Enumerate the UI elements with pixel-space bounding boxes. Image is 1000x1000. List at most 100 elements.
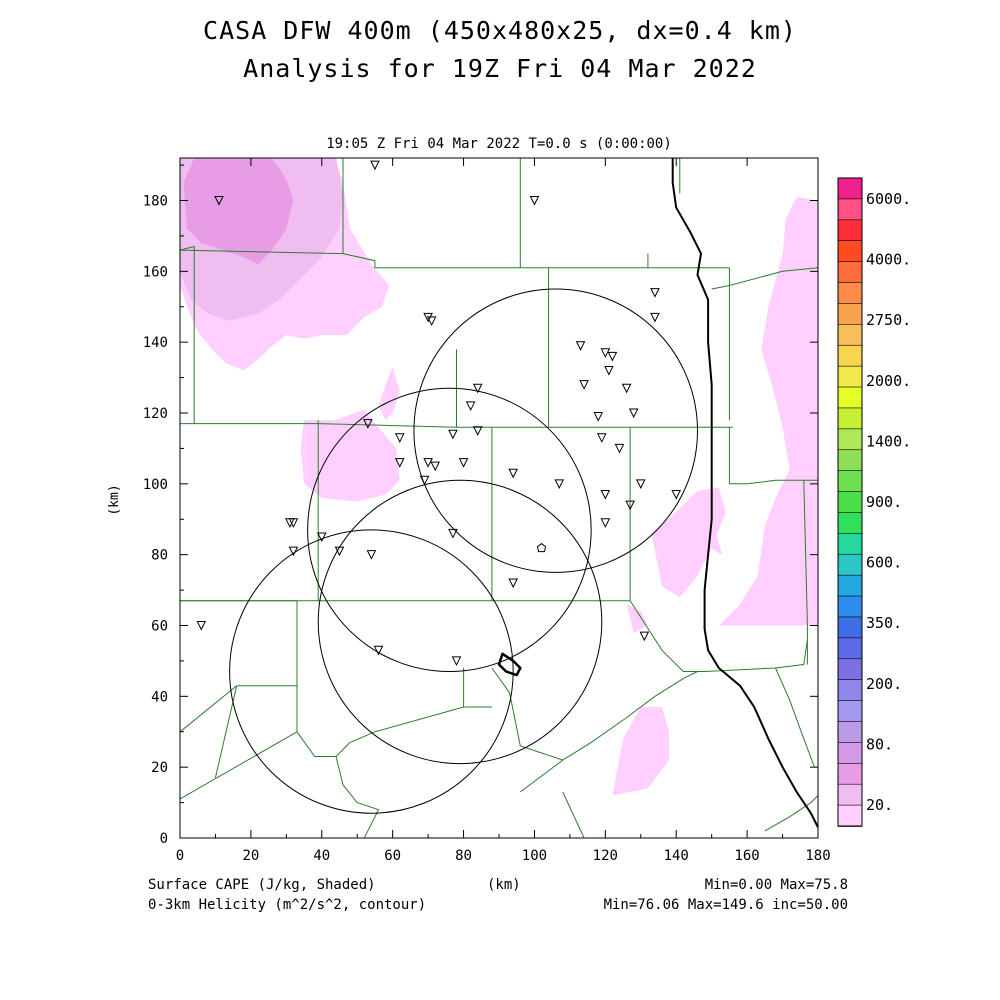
colorbar-swatch bbox=[837, 616, 863, 639]
colorbar-label: 6000. bbox=[866, 190, 911, 208]
station-marker bbox=[448, 429, 458, 440]
station-marker bbox=[472, 383, 483, 394]
cape-region bbox=[612, 707, 670, 796]
colorbar-swatch bbox=[837, 553, 863, 576]
colorbar-label: 4000. bbox=[866, 251, 911, 269]
county-line bbox=[180, 245, 195, 424]
county-line bbox=[296, 731, 351, 757]
radar-range-circle bbox=[317, 479, 603, 765]
colorbar-label: 200. bbox=[866, 675, 902, 693]
station-marker bbox=[373, 645, 384, 656]
station-marker bbox=[423, 458, 433, 468]
colorbar-label: 2000. bbox=[866, 372, 911, 390]
x-tick-label: 40 bbox=[313, 848, 330, 864]
cape-region bbox=[626, 604, 648, 633]
station-marker bbox=[419, 475, 430, 486]
station-marker bbox=[426, 316, 437, 327]
station-marker bbox=[288, 546, 299, 557]
station-marker bbox=[614, 443, 625, 454]
county-line bbox=[764, 795, 818, 832]
radar-range-circle bbox=[307, 387, 592, 673]
cape-shaded-layer bbox=[180, 158, 818, 796]
footer-cape-label: Surface CAPE (J/kg, Shaded) bbox=[148, 877, 376, 893]
county-line bbox=[728, 427, 818, 485]
colorbar-swatch bbox=[837, 491, 863, 514]
colorbar-swatch bbox=[837, 407, 863, 430]
x-tick-label: 20 bbox=[242, 848, 259, 864]
county-line bbox=[180, 249, 730, 269]
county-line bbox=[349, 706, 492, 743]
axes: 0 20 40 60 80 100 120 140 160 180 0 20 40 60 80 100 120 1… bbox=[143, 158, 831, 864]
station-marker bbox=[671, 489, 682, 500]
station-marker bbox=[625, 500, 635, 511]
x-tick-label: 120 bbox=[593, 848, 618, 864]
colorbar-label: 1400. bbox=[866, 432, 911, 450]
y-tick-label: 60 bbox=[151, 619, 168, 635]
colorbar-swatch bbox=[837, 198, 863, 221]
colorbar: 6000. 4000. 2750. 2000. 1400. 900. 600. 350. 200… bbox=[837, 177, 911, 827]
colorbar-swatch bbox=[837, 721, 863, 744]
x-tick-label: 180 bbox=[805, 848, 830, 864]
station-marker bbox=[604, 366, 614, 376]
colorbar-swatch bbox=[837, 574, 863, 597]
cape-region bbox=[651, 487, 726, 598]
cape-region bbox=[718, 197, 818, 626]
station-marker bbox=[508, 468, 518, 479]
radar-site-marker bbox=[536, 542, 547, 553]
colorbar-swatch bbox=[837, 282, 863, 305]
station-marker bbox=[334, 546, 345, 557]
x-tick-label: 140 bbox=[664, 848, 689, 864]
x-tick-label: 160 bbox=[734, 848, 759, 864]
station-marker bbox=[363, 419, 373, 429]
colorbar-swatch bbox=[837, 324, 863, 347]
colorbar-label: 350. bbox=[866, 614, 902, 632]
county-line bbox=[711, 267, 818, 290]
station-marker bbox=[554, 479, 565, 489]
x-tick-label: 80 bbox=[455, 848, 472, 864]
state-border-line bbox=[671, 158, 818, 828]
colorbar-swatch bbox=[837, 512, 863, 535]
colorbar-swatch bbox=[837, 742, 863, 765]
footer-helicity-range: Min=76.06 Max=149.6 inc=50.00 bbox=[603, 897, 848, 913]
colorbar-swatch bbox=[837, 762, 863, 785]
colorbar-swatch bbox=[837, 386, 863, 409]
y-tick-label: 120 bbox=[143, 406, 168, 422]
station-marker bbox=[458, 458, 469, 468]
county-line bbox=[803, 480, 808, 665]
station-marker bbox=[472, 426, 483, 436]
colorbar-swatch bbox=[837, 428, 863, 451]
station-marker bbox=[366, 550, 377, 560]
station-marker bbox=[600, 348, 611, 358]
x-tick-label: 100 bbox=[522, 848, 547, 864]
colorbar-swatch bbox=[837, 700, 863, 723]
station-marker bbox=[370, 160, 380, 171]
station-marker bbox=[579, 380, 589, 390]
station-marker bbox=[430, 461, 441, 472]
county-line bbox=[180, 423, 733, 428]
cape-region bbox=[183, 158, 294, 265]
colorbar-swatch bbox=[837, 637, 863, 660]
colorbar-swatch bbox=[837, 804, 863, 827]
helicity-contour bbox=[497, 652, 522, 677]
station-marker bbox=[596, 433, 607, 443]
helicity-contours bbox=[229, 288, 698, 814]
y-tick-label: 40 bbox=[151, 689, 168, 705]
colorbar-swatch bbox=[837, 177, 863, 200]
x-tick-label: 60 bbox=[384, 848, 401, 864]
colorbar-swatch bbox=[837, 303, 863, 326]
county-line bbox=[491, 667, 698, 761]
station-marker bbox=[214, 196, 224, 206]
station-marker bbox=[621, 383, 632, 394]
colorbar-swatch bbox=[837, 219, 863, 242]
colorbar-swatch bbox=[837, 679, 863, 702]
colorbar-frame bbox=[837, 177, 863, 827]
x-tick-label: 0 bbox=[176, 848, 184, 864]
station-marker bbox=[529, 196, 540, 206]
station-marker bbox=[650, 288, 660, 298]
colorbar-label: 600. bbox=[866, 554, 902, 572]
colorbar-swatch bbox=[837, 470, 863, 493]
chart-title-line1: CASA DFW 400m (450x480x25, dx=0.4 km) bbox=[203, 16, 797, 45]
y-tick-label: 140 bbox=[143, 335, 168, 351]
colorbar-label: 900. bbox=[866, 493, 902, 511]
